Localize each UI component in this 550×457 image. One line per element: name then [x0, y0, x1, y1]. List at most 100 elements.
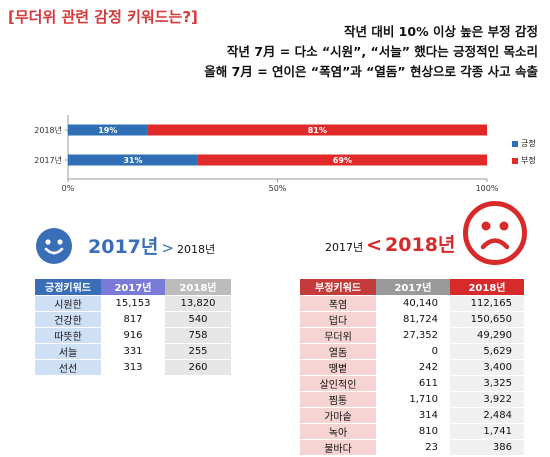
table-header-row: 긍정키워드 2017년 2018년: [35, 279, 231, 296]
table-row: 찜통 1,710 3,922: [300, 391, 524, 408]
x-tick-label: 0%: [62, 184, 75, 193]
column-header: 긍정키워드: [35, 279, 101, 296]
count-cell: 540: [165, 311, 231, 328]
count-cell: 15,153: [101, 295, 165, 312]
page-title: [무더위 관련 감정 키워드는?]: [8, 8, 198, 26]
table-row: 불바다 23 386: [300, 439, 524, 456]
count-cell: 1,710: [376, 391, 450, 408]
count-cell: 23: [376, 439, 450, 456]
year-2018-label: 2018년: [385, 234, 456, 256]
smiley-face-icon: [36, 228, 72, 264]
table-row: 건강한 817 540: [35, 311, 231, 328]
stacked-bar-chart: 2018년 19% 81% 2017년 31% 69% 0% 50% 100%: [34, 115, 499, 193]
keyword-cell: 찜통: [300, 391, 376, 408]
keyword-cell: 가마솥: [300, 407, 376, 424]
bar-segment: [147, 124, 488, 136]
summary-line: 올해 7月 = 연이은 “폭염”과 “열돔” 현상으로 각종 사고 속출: [204, 64, 538, 79]
bar-segment: [197, 154, 487, 166]
count-cell: 150,650: [450, 311, 524, 328]
legend-item-negative: 부정: [512, 152, 536, 169]
keyword-cell: 선선: [35, 359, 101, 376]
table-row: 서늘 331 255: [35, 343, 231, 360]
count-cell: 2,484: [450, 407, 524, 424]
count-cell: 260: [165, 359, 231, 376]
column-header: 부정키워드: [300, 279, 376, 296]
count-cell: 3,922: [450, 391, 524, 408]
data-label: 69%: [333, 156, 352, 165]
count-cell: 817: [101, 311, 165, 328]
count-cell: 758: [165, 327, 231, 344]
count-cell: 611: [376, 375, 450, 392]
keyword-cell: 폭염: [300, 295, 376, 312]
count-cell: 81,724: [376, 311, 450, 328]
count-cell: 314: [376, 407, 450, 424]
chart-legend: 긍정 부정: [512, 135, 536, 169]
category-label: 2018년: [34, 125, 62, 135]
count-cell: 331: [101, 343, 165, 360]
count-cell: 5,629: [450, 343, 524, 360]
x-tick-label: 50%: [269, 184, 287, 193]
column-header: 2018년: [165, 279, 231, 296]
keyword-cell: 건강한: [35, 311, 101, 328]
count-cell: 242: [376, 359, 450, 376]
summary-line: 작년 대비 10% 이상 높은 부정 감정: [343, 24, 538, 39]
column-header: 2017년: [376, 279, 450, 296]
summary-line: 작년 7月 = 다소 “시원”, “서늘” 했다는 긍정적인 목소리: [226, 44, 538, 59]
year-2018-label: 2018년: [176, 243, 216, 256]
table-row: 열돔 0 5,629: [300, 343, 524, 360]
keyword-cell: 덥다: [300, 311, 376, 328]
keyword-cell: 무더위: [300, 327, 376, 344]
table-row: 녹아 810 1,741: [300, 423, 524, 440]
table-row: 덥다 81,724 150,650: [300, 311, 524, 328]
table-header-row: 부정키워드 2017년 2018년: [300, 279, 524, 296]
legend-swatch: [512, 157, 518, 164]
count-cell: 3,325: [450, 375, 524, 392]
table-row: 선선 313 260: [35, 359, 231, 376]
count-cell: 3,400: [450, 359, 524, 376]
keyword-cell: 살인적인: [300, 375, 376, 392]
table-row: 따뜻한 916 758: [35, 327, 231, 344]
comparison-arrow: >: [161, 239, 174, 257]
data-label: 31%: [123, 156, 142, 165]
keyword-cell: 서늘: [35, 343, 101, 360]
count-cell: 27,352: [376, 327, 450, 344]
keyword-cell: 열돔: [300, 343, 376, 360]
table-row: 시원한 15,153 13,820: [35, 295, 231, 312]
bar-segment: [68, 124, 148, 136]
positive-year-heading: 2017년 > 2018년: [88, 232, 215, 259]
sad-face-icon: [463, 201, 527, 265]
count-cell: 112,165: [450, 295, 524, 312]
count-cell: 810: [376, 423, 450, 440]
count-cell: 916: [101, 327, 165, 344]
bar-segment: [68, 154, 198, 166]
data-label: 19%: [98, 126, 117, 135]
category-label: 2017년: [34, 155, 62, 165]
year-2017-label: 2017년: [88, 236, 159, 258]
legend-item-positive: 긍정: [512, 135, 536, 152]
table-row: 가마솥 314 2,484: [300, 407, 524, 424]
table-row: 무더위 27,352 49,290: [300, 327, 524, 344]
keyword-cell: 따뜻한: [35, 327, 101, 344]
data-label: 81%: [308, 126, 327, 135]
table-row: 땡볕 242 3,400: [300, 359, 524, 376]
column-header: 2018년: [450, 279, 524, 296]
year-2017-label: 2017년: [325, 241, 364, 254]
legend-swatch: [512, 140, 518, 147]
legend-label: 긍정: [521, 139, 536, 148]
count-cell: 49,290: [450, 327, 524, 344]
keyword-cell: 시원한: [35, 295, 101, 312]
positive-keyword-table: 긍정키워드 2017년 2018년 시원한 15,153 13,820 건강한 817 5…: [35, 279, 231, 376]
summary-text: 작년 대비 10% 이상 높은 부정 감정 작년 7月 = 다소 “시원”, “…: [204, 22, 538, 82]
comparison-arrow: <: [366, 234, 383, 256]
count-cell: 13,820: [165, 295, 231, 312]
x-tick-label: 100%: [476, 184, 499, 193]
negative-year-heading: 2017년 < 2018년: [325, 230, 455, 257]
count-cell: 313: [101, 359, 165, 376]
keyword-cell: 불바다: [300, 439, 376, 456]
count-cell: 0: [376, 343, 450, 360]
legend-label: 부정: [521, 156, 536, 165]
count-cell: 40,140: [376, 295, 450, 312]
keyword-cell: 땡볕: [300, 359, 376, 376]
negative-keyword-table: 부정키워드 2017년 2018년 폭염 40,140 112,165 덥다 81,72…: [300, 279, 524, 456]
table-row: 폭염 40,140 112,165: [300, 295, 524, 312]
